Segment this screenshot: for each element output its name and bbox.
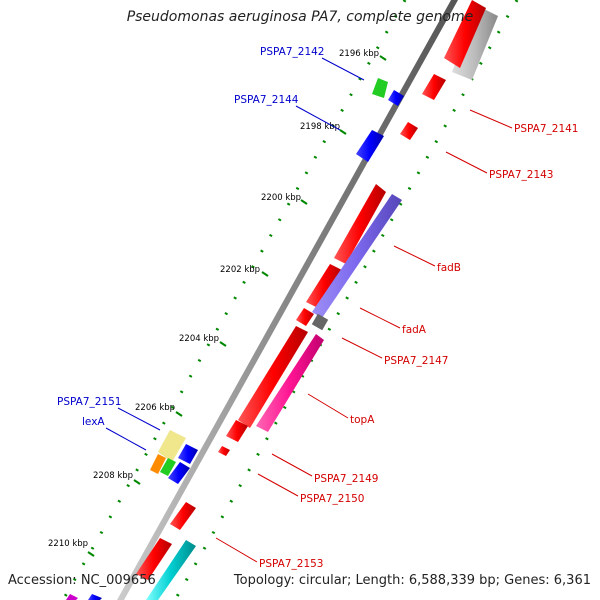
gene-PSPA7_2141b <box>422 74 446 100</box>
tick-2204: 2204 kbp <box>179 334 219 344</box>
gene-bottom-blue <box>88 594 102 600</box>
gene-bottom-red <box>136 538 172 580</box>
gene-PSPA7_2151 <box>168 462 190 484</box>
tick-2198: 2198 kbp <box>300 122 340 132</box>
feature-grey-small <box>311 313 329 331</box>
gene-fadA-red <box>306 264 342 308</box>
gene-lexA <box>178 444 198 464</box>
label-PSPA7_2141: PSPA7_2141 <box>514 123 579 135</box>
tick-2210: 2210 kbp <box>48 539 88 549</box>
label-PSPA7_2149: PSPA7_2149 <box>314 473 379 485</box>
tick-2206: 2206 kbp <box>135 403 175 413</box>
gene-bottom-magenta <box>66 594 78 600</box>
gene-PSPA7_2144 <box>356 130 384 162</box>
topology-text: Topology: circular; Length: 6,588,339 bp… <box>233 573 591 588</box>
track-cyan <box>146 540 196 600</box>
gene-yellow <box>158 430 186 462</box>
inner-labels: PSPA7_2142 PSPA7_2144 PSPA7_2151 lexA <box>57 46 365 451</box>
gene-topA-red <box>238 326 308 428</box>
genome-title: Pseudomonas aeruginosa PA7, complete gen… <box>126 9 474 25</box>
label-lexA: lexA <box>82 416 105 428</box>
gene-green-small <box>160 458 176 476</box>
reverse-gene-features <box>66 78 404 600</box>
tick-labels: 2196 kbp 2198 kbp 2200 kbp 2202 kbp 2204… <box>48 49 379 549</box>
gene-orange <box>150 454 166 474</box>
label-topA: topA <box>350 414 375 426</box>
outer-labels: PSPA7_2141 PSPA7_2143 fadB fadA PSPA7_21… <box>215 109 579 570</box>
label-PSPA7_2147: PSPA7_2147 <box>384 355 449 367</box>
gene-PSPA7_2147-red <box>296 308 314 326</box>
track-topA-pink <box>256 334 324 432</box>
gene-PSPA7_2142-blue <box>388 90 404 106</box>
gene-fadB-red <box>334 184 386 264</box>
gene-PSPA7_2141a <box>444 0 486 68</box>
inner-dotted-ring <box>61 0 407 600</box>
feature-grey-outer <box>452 6 498 80</box>
gene-PSPA7_2149-red <box>226 420 248 442</box>
tick-2196: 2196 kbp <box>339 49 379 59</box>
label-PSPA7_2150: PSPA7_2150 <box>300 493 365 505</box>
label-fadB: fadB <box>437 262 461 274</box>
label-fadA: fadA <box>402 324 427 336</box>
label-PSPA7_2142: PSPA7_2142 <box>260 46 325 58</box>
tick-2202: 2202 kbp <box>220 265 260 275</box>
gene-PSPA7_2153-red <box>170 502 196 530</box>
tick-2208: 2208 kbp <box>93 471 133 481</box>
label-PSPA7_2143: PSPA7_2143 <box>489 169 554 181</box>
track-fad-purple <box>312 194 402 318</box>
label-PSPA7_2151: PSPA7_2151 <box>57 396 122 408</box>
gene-PSPA7_2143 <box>400 122 418 140</box>
tick-marks <box>87 55 387 557</box>
gene-PSPA7_2142-green <box>372 78 388 98</box>
forward-gene-features <box>136 0 486 580</box>
label-PSPA7_2144: PSPA7_2144 <box>234 94 299 106</box>
label-PSPA7_2153: PSPA7_2153 <box>259 558 324 570</box>
genome-backbone <box>117 0 458 600</box>
outer-dotted-ring <box>173 0 519 600</box>
accession-text: Accession: NC_009656 <box>8 573 156 588</box>
tick-2200: 2200 kbp <box>261 193 301 203</box>
gene-PSPA7_2150-red <box>218 446 230 456</box>
